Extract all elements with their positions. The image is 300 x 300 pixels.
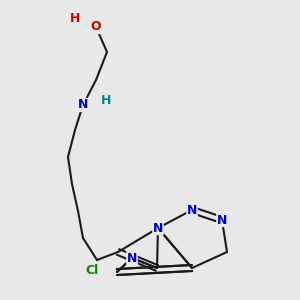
Text: N: N: [153, 221, 163, 235]
Text: O: O: [91, 20, 101, 34]
Text: N: N: [78, 98, 88, 112]
Text: N: N: [127, 251, 137, 265]
Text: N: N: [187, 203, 197, 217]
Text: Cl: Cl: [85, 263, 99, 277]
Text: N: N: [217, 214, 227, 226]
Text: H: H: [70, 13, 80, 26]
Text: H: H: [101, 94, 111, 107]
